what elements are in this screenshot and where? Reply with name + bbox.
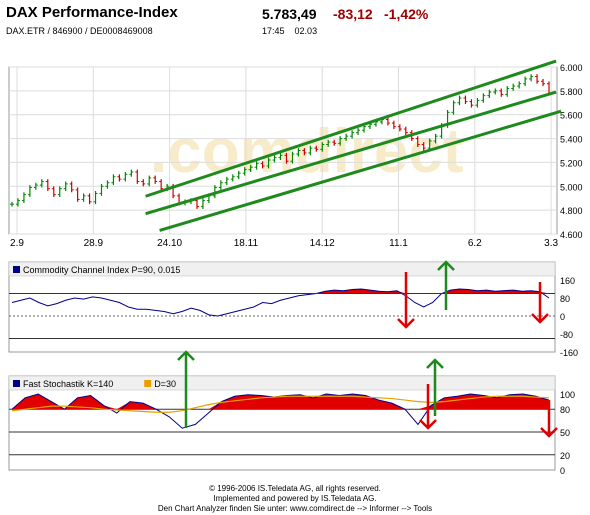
buy-signal-arrow: [426, 358, 444, 416]
footer: © 1996-2006 IS.Teledata AG, all rights r…: [0, 484, 590, 514]
footer-copyright: © 1996-2006 IS.Teledata AG, all rights r…: [209, 484, 381, 493]
stoch-legend-label: Fast Stochastik K=140: [23, 379, 113, 389]
quote-date-value: 02.03: [294, 26, 318, 36]
sell-signal-arrow-head: [531, 313, 549, 324]
cci-frame: [8, 261, 556, 353]
stoch-legend-swatch: [13, 380, 20, 387]
price-y-tick-label: 6.000: [560, 63, 583, 73]
cci-y-tick-label: -80: [560, 330, 573, 340]
trend-channel-line: [145, 59, 557, 198]
stoch-y-tick-label: 20: [560, 451, 570, 461]
cci-panel: Commodity Channel Index P=90, 0.015 160 80…: [8, 261, 578, 358]
quote-time-value: 17:45: [262, 26, 285, 36]
cci-legend-bar: [8, 261, 556, 277]
stoch-y-tick-label: 80: [560, 405, 570, 415]
stoch-y-tick-label: 50: [560, 428, 570, 438]
footer-link: Den Chart Analyzer finden Sie unter: www…: [157, 504, 433, 513]
price-panel: .comdirect 6.000 5.800 5.600 5.400 5.200 5.000…: [8, 59, 583, 249]
price-x-tick-label: 24.10: [157, 238, 182, 249]
price-x-tick-label: 6.2: [468, 238, 482, 249]
stoch-legend-swatch: [144, 380, 152, 387]
price-y-tick-label: 5.000: [560, 182, 583, 192]
sell-signal-arrow: [397, 272, 415, 329]
price-change-percent: -1,42%: [384, 6, 429, 22]
price-x-tick-label: 28.9: [84, 238, 104, 249]
cci-line: [11, 288, 550, 317]
price-y-tick-label: 5.800: [560, 87, 583, 97]
price-y-tick-label: 4.800: [560, 206, 583, 216]
price-y-tick-label: 5.400: [560, 135, 583, 145]
stoch-y-tick-label: 100: [560, 390, 575, 400]
dax-chart: .comdirect 6.000 5.800 5.600 5.400 5.200 5.000…: [8, 59, 583, 476]
cci-y-tick-label: 160: [560, 276, 575, 286]
trend-channel-line: [145, 90, 557, 216]
price-x-tick-label: 11.1: [389, 238, 408, 249]
chart-title: DAX Performance-Index: [6, 4, 178, 21]
sell-signal-arrow: [540, 400, 558, 438]
stoch-overbought-fill: [12, 394, 549, 410]
cci-legend-swatch: [13, 266, 20, 273]
price-y-tick-label: 4.600: [560, 230, 583, 240]
stochastic-panel: Fast Stochastik K=140 D=30 100 80 50 20 0: [8, 375, 575, 476]
price-x-tick-label: 3.3: [544, 238, 558, 249]
price-x-tick-label: 14.12: [310, 238, 335, 249]
trend-channel-line: [159, 109, 562, 232]
instrument-identifiers: DAX.ETR / 846900 / DE0008469008: [6, 26, 153, 36]
stoch-legend-label: D=30: [154, 379, 176, 389]
quote-time: 17:45 02.03: [262, 26, 317, 36]
buy-signal-arrow-head: [426, 358, 444, 369]
sell-signal-arrow: [531, 282, 549, 324]
cci-y-tick-label: -160: [560, 348, 578, 358]
sell-signal-arrow-head: [419, 419, 437, 430]
footer-implemented: Implemented and powered by IS.Teledata A…: [213, 494, 377, 503]
sell-signal-arrow-head: [397, 318, 415, 329]
price-x-tick-label: 2.9: [10, 238, 24, 249]
stoch-d-line: [11, 395, 550, 413]
cci-y-tick-label: 80: [560, 294, 570, 304]
price-change: -83,12: [333, 6, 373, 22]
watermark: .comdirect: [150, 117, 464, 186]
price-x-tick-label: 18.11: [234, 238, 259, 249]
cci-y-tick-label: 0: [560, 312, 565, 322]
buy-signal-arrow-head: [177, 350, 195, 361]
sell-signal-arrow: [419, 384, 437, 430]
buy-signal-arrow-head: [437, 260, 455, 271]
price-y-tick-label: 5.600: [560, 111, 583, 121]
sell-signal-arrow-head: [540, 427, 558, 438]
last-price: 5.783,49: [262, 6, 317, 22]
stoch-y-tick-label: 0: [560, 466, 565, 476]
cci-legend-label: Commodity Channel Index P=90, 0.015: [23, 265, 180, 275]
buy-signal-arrow: [177, 350, 195, 428]
price-y-tick-label: 5.200: [560, 158, 583, 168]
buy-signal-arrow: [437, 260, 455, 310]
